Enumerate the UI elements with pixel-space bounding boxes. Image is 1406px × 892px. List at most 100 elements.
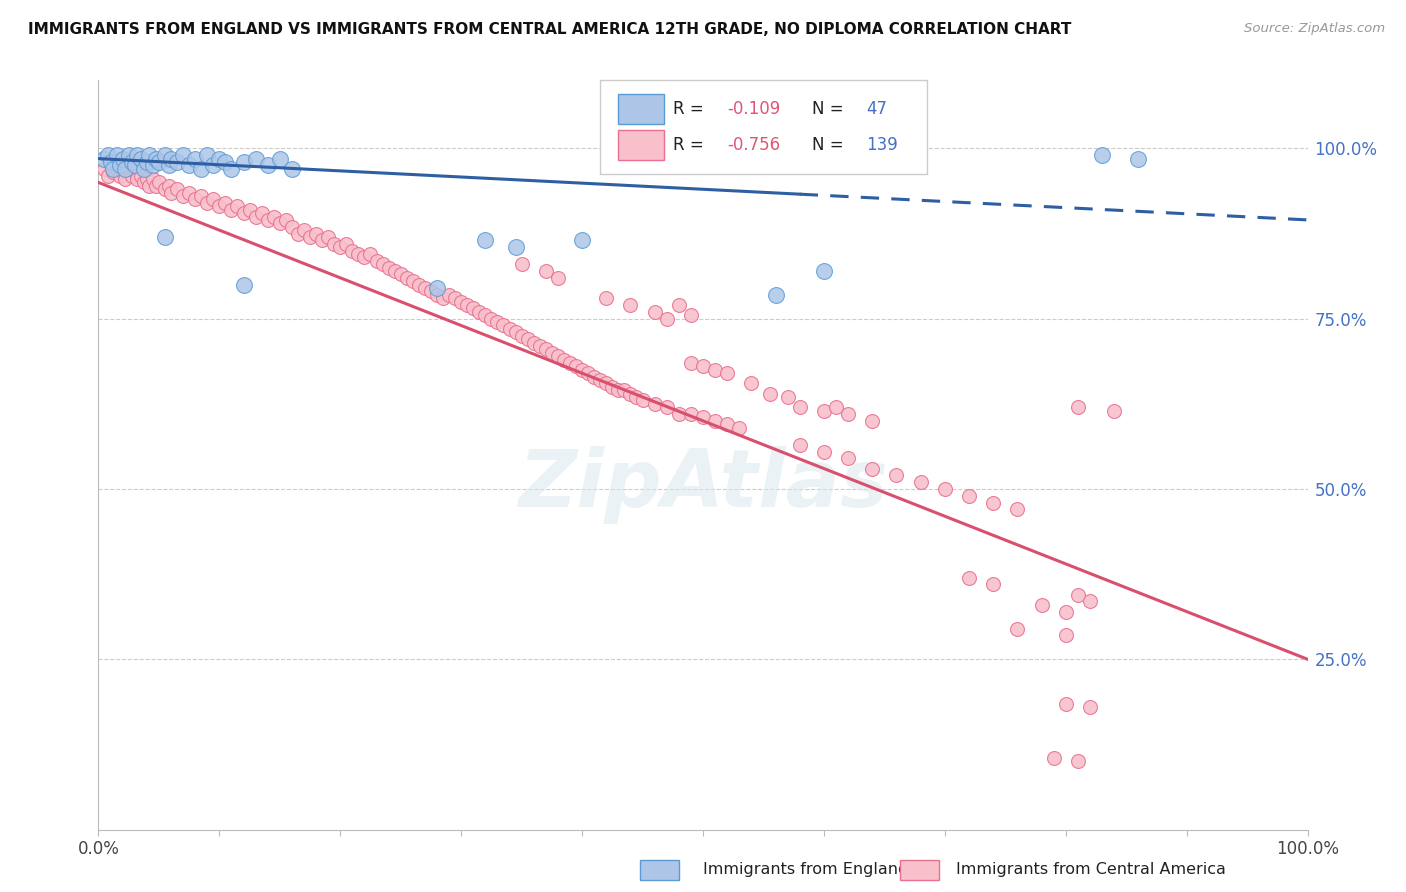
Point <box>408 277 430 292</box>
Point <box>371 257 394 271</box>
Point <box>704 414 727 428</box>
Point <box>299 230 322 244</box>
Point <box>142 172 165 186</box>
Point <box>523 335 546 350</box>
Point <box>138 148 160 162</box>
Point <box>547 270 569 285</box>
Point <box>281 161 304 176</box>
Point <box>516 332 538 346</box>
Point <box>134 176 156 190</box>
Point <box>202 158 225 172</box>
Point <box>135 172 157 186</box>
Point <box>250 206 273 220</box>
Point <box>226 199 249 213</box>
Text: 139: 139 <box>866 136 898 154</box>
Point <box>166 155 188 169</box>
Point <box>93 161 115 176</box>
Point <box>100 158 122 172</box>
Point <box>202 193 225 207</box>
Point <box>644 305 666 319</box>
Point <box>740 376 762 391</box>
Point <box>195 195 218 210</box>
Point <box>129 169 152 183</box>
Point <box>269 152 291 166</box>
Point <box>934 482 956 496</box>
Point <box>105 161 128 176</box>
Point <box>1007 502 1029 516</box>
Point <box>474 233 496 247</box>
Point <box>311 233 333 247</box>
Point <box>655 311 678 326</box>
Point <box>463 301 485 316</box>
Point <box>342 244 364 258</box>
Point <box>145 178 167 193</box>
Point <box>105 148 128 162</box>
Point <box>118 161 141 176</box>
Point <box>910 475 932 490</box>
Point <box>274 213 297 227</box>
Point <box>281 219 304 234</box>
Point <box>1054 605 1077 619</box>
Point <box>789 438 811 452</box>
Point <box>1078 700 1101 714</box>
Point <box>402 274 425 288</box>
Text: IMMIGRANTS FROM ENGLAND VS IMMIGRANTS FROM CENTRAL AMERICA 12TH GRADE, NO DIPLOM: IMMIGRANTS FROM ENGLAND VS IMMIGRANTS FR… <box>28 22 1071 37</box>
Point <box>728 420 751 434</box>
Point <box>111 165 134 179</box>
Point <box>426 281 449 295</box>
Point <box>571 363 593 377</box>
Point <box>157 158 180 172</box>
Point <box>1031 598 1053 612</box>
Point <box>245 210 267 224</box>
Point <box>679 407 702 421</box>
Point <box>360 247 382 261</box>
Point <box>129 152 152 166</box>
Point <box>957 570 980 584</box>
Point <box>837 451 859 466</box>
Point <box>232 277 254 292</box>
Point <box>758 386 780 401</box>
Point <box>576 366 599 380</box>
Point <box>444 291 467 305</box>
Point <box>1128 152 1150 166</box>
Point <box>1067 755 1090 769</box>
Point <box>190 189 212 203</box>
Point <box>269 216 291 230</box>
Point <box>184 152 207 166</box>
Point <box>124 158 146 172</box>
Point <box>860 461 883 475</box>
Point <box>589 373 612 387</box>
Point <box>214 195 236 210</box>
Point <box>190 161 212 176</box>
Point <box>184 193 207 207</box>
Point <box>492 318 515 333</box>
Point <box>716 417 738 432</box>
Text: -0.756: -0.756 <box>727 136 780 154</box>
Point <box>679 308 702 322</box>
Point <box>101 161 124 176</box>
Point <box>316 230 339 244</box>
Point <box>595 376 617 391</box>
Point <box>389 268 412 282</box>
Point <box>101 165 124 179</box>
Text: ZipAtlas: ZipAtlas <box>517 446 889 524</box>
Text: R =: R = <box>672 136 709 154</box>
Point <box>432 291 454 305</box>
Point <box>214 155 236 169</box>
Point <box>679 356 702 370</box>
Point <box>505 240 527 254</box>
Point <box>127 172 149 186</box>
Text: -0.109: -0.109 <box>727 100 780 118</box>
Point <box>353 251 375 265</box>
Point <box>347 247 370 261</box>
Point <box>704 363 727 377</box>
Point <box>245 152 267 166</box>
Point <box>456 298 478 312</box>
Point <box>395 270 418 285</box>
Point <box>1067 588 1090 602</box>
Point <box>221 161 243 176</box>
Point <box>114 161 136 176</box>
Point <box>529 339 551 353</box>
Point <box>148 155 170 169</box>
Point <box>644 397 666 411</box>
